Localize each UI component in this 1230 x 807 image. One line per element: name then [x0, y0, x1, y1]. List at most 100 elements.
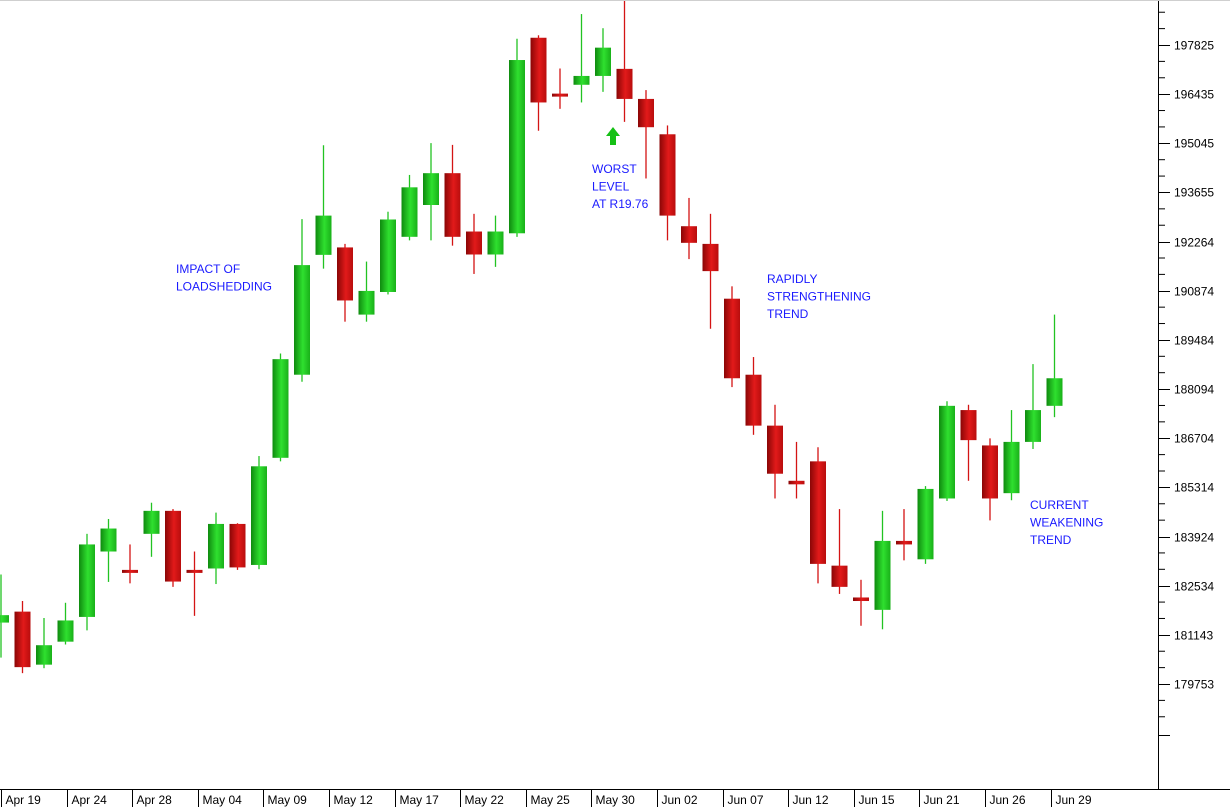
candle-body: [917, 488, 934, 560]
candle-body: [853, 597, 869, 602]
y-tick-label: 189484: [1174, 334, 1214, 348]
x-axis: Apr 19 Apr 24 Apr 28 May 04 May 09 May 12 May …: [0, 789, 1230, 807]
up-arrow-icon: [606, 127, 620, 145]
x-tick-label: Apr 19: [6, 793, 42, 807]
candle: [638, 90, 654, 179]
candle: [552, 68, 568, 109]
candle-body: [122, 569, 138, 573]
candle-body: [1003, 441, 1020, 494]
candle-body: [423, 173, 439, 205]
candle: [616, 0, 633, 122]
candle-body: [659, 134, 676, 216]
x-tick-label: May 12: [334, 793, 374, 807]
candle-body: [272, 359, 289, 458]
candle: [358, 261, 375, 322]
candle: [896, 509, 912, 561]
candle-body: [444, 173, 461, 237]
candle-body: [229, 523, 246, 568]
x-tick-label: Jun 29: [1056, 793, 1092, 807]
annotation-line: WORST: [592, 162, 637, 176]
x-tick-label: Jun 07: [728, 793, 764, 807]
candle-body: [702, 243, 719, 272]
candle-body: [745, 374, 762, 426]
candle: [122, 544, 138, 584]
candle-body: [315, 215, 332, 255]
annotation: WORST LEVEL AT R19.76: [592, 162, 649, 211]
candle: [745, 357, 762, 435]
candle-body: [939, 405, 955, 499]
annotation: IMPACT OF LOADSHEDDING: [176, 262, 272, 294]
x-tick-label: May 09: [268, 793, 308, 807]
candle: [767, 404, 783, 499]
y-tick-label: 190874: [1174, 285, 1214, 299]
x-tick-label: Apr 24: [72, 793, 108, 807]
x-tick-label: May 17: [400, 793, 440, 807]
candle: [595, 28, 611, 92]
candle-body: [960, 410, 977, 441]
candle: [380, 211, 396, 295]
annotations: IMPACT OF LOADSHEDDING WORST LEVEL AT R19.76…: [176, 127, 1103, 547]
candle: [0, 574, 9, 658]
candle-body: [36, 645, 52, 665]
candle-body: [1025, 410, 1041, 442]
candle-body: [831, 565, 848, 587]
candle: [982, 438, 998, 521]
candle: [423, 143, 439, 241]
candle: [294, 219, 310, 382]
candle-body: [616, 68, 633, 99]
candle-body: [530, 37, 547, 103]
candle-body: [380, 219, 396, 292]
y-tick-label: 186704: [1174, 432, 1214, 446]
candle: [573, 14, 590, 103]
annotation-line: WEAKENING: [1030, 516, 1103, 530]
candle: [337, 243, 353, 322]
candle-body: [724, 298, 740, 379]
candle: [659, 125, 676, 241]
y-tick-label: 192264: [1174, 236, 1214, 250]
candle: [917, 486, 934, 564]
x-tick-label: May 30: [596, 793, 636, 807]
candle: [208, 512, 224, 585]
candle: [509, 38, 525, 237]
annotation-line: LOADSHEDDING: [176, 280, 272, 294]
candle: [36, 617, 52, 669]
annotation: RAPIDLY STRENGTHENING TREND: [767, 272, 871, 321]
candle: [272, 353, 289, 462]
candle: [874, 510, 891, 630]
candle: [788, 441, 805, 499]
x-tick-label: Apr 28: [137, 793, 173, 807]
annotation-line: AT R19.76: [592, 197, 649, 211]
candle: [1025, 364, 1041, 449]
x-tick-label: May 22: [465, 793, 505, 807]
y-tick-label: 182534: [1174, 580, 1214, 594]
candle: [251, 456, 267, 570]
y-tick-label: 196435: [1174, 88, 1214, 102]
candle-body: [337, 247, 353, 301]
candle: [57, 602, 74, 645]
candle-body: [208, 523, 224, 569]
y-tick-label: 181143: [1174, 629, 1213, 643]
candle-body: [165, 510, 181, 582]
candle-body: [401, 187, 418, 237]
candle-body: [874, 540, 891, 610]
candle: [487, 215, 504, 267]
candle: [79, 533, 95, 631]
candle-body: [810, 461, 826, 564]
candle: [1046, 314, 1063, 418]
candle: [810, 447, 826, 584]
annotation-line: STRENGTHENING: [767, 290, 871, 304]
candle-body: [509, 60, 525, 234]
candle: [681, 197, 697, 260]
candle-body: [251, 466, 267, 565]
candle-body: [143, 510, 160, 534]
candle-body: [1046, 378, 1063, 406]
candle-body: [681, 226, 697, 243]
candle-body: [100, 528, 117, 552]
annotation-line: LEVEL: [592, 180, 630, 194]
candle-body: [982, 445, 998, 499]
annotation-line: TREND: [767, 307, 809, 321]
candle: [702, 213, 719, 329]
candle-body: [595, 47, 611, 76]
annotation-line: TREND: [1030, 533, 1072, 547]
